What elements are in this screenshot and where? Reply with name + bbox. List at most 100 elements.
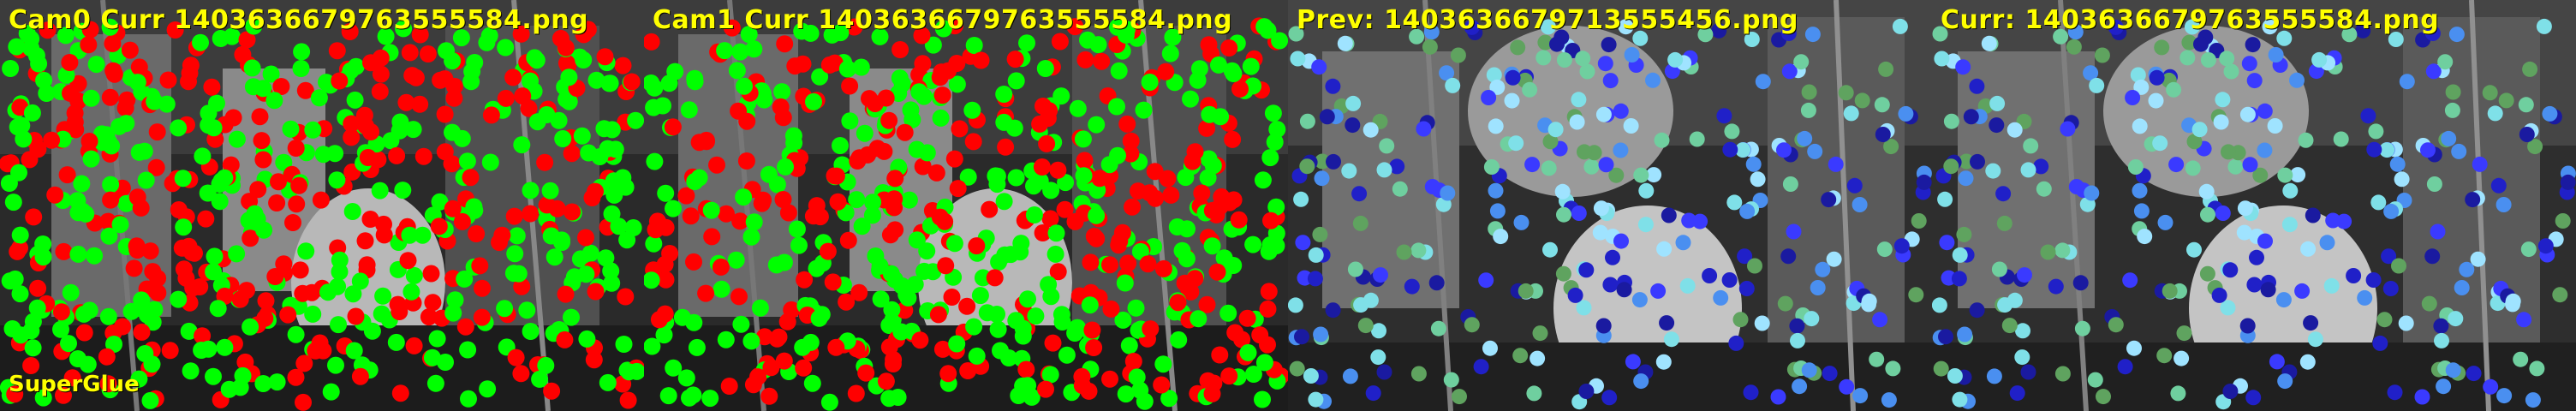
keypoint-marker: [1041, 102, 1058, 120]
keypoint-marker: [401, 44, 419, 62]
feature-points-layer: [0, 17, 644, 411]
keypoint-marker: [426, 374, 444, 392]
keypoint-marker: [948, 75, 966, 93]
keypoint-marker: [1488, 118, 1504, 134]
keypoint-marker: [395, 20, 413, 38]
keypoint-marker: [275, 153, 293, 171]
keypoint-marker: [372, 65, 390, 83]
keypoint-marker: [363, 322, 381, 340]
keypoint-marker: [2200, 206, 2215, 223]
keypoint-marker: [795, 359, 813, 377]
keypoint-marker: [2066, 39, 2082, 55]
keypoint-marker: [826, 54, 844, 72]
keypoint-marker: [22, 357, 40, 374]
keypoint-marker: [1452, 389, 1467, 405]
keypoint-marker: [170, 290, 188, 308]
keypoint-marker: [2020, 364, 2036, 380]
keypoint-marker: [1482, 340, 1498, 356]
keypoint-marker: [1537, 34, 1553, 51]
keypoint-marker: [537, 356, 555, 374]
keypoint-marker: [510, 265, 528, 283]
keypoint-marker: [1726, 194, 1743, 211]
keypoint-marker: [560, 68, 578, 86]
keypoint-marker: [708, 156, 725, 174]
keypoint-marker: [513, 136, 531, 154]
keypoint-marker: [1293, 191, 1309, 207]
keypoint-marker: [121, 41, 139, 59]
keypoint-marker: [542, 227, 560, 245]
keypoint-marker: [1810, 280, 1826, 295]
keypoint-marker: [2434, 332, 2449, 348]
keypoint-marker: [2252, 167, 2269, 183]
keypoint-marker: [2282, 182, 2299, 199]
keypoint-marker: [1088, 116, 1106, 134]
keypoint-marker: [1747, 258, 1762, 274]
keypoint-marker: [1290, 51, 1306, 67]
keypoint-marker: [1659, 315, 1675, 331]
keypoint-marker: [170, 201, 188, 218]
keypoint-marker: [768, 330, 786, 348]
keypoint-marker: [2268, 47, 2284, 63]
keypoint-marker: [130, 370, 148, 388]
keypoint-marker: [2033, 158, 2049, 175]
keypoint-marker: [344, 285, 362, 303]
keypoint-marker: [328, 42, 346, 60]
keypoint-marker: [436, 70, 454, 88]
keypoint-marker: [114, 318, 131, 336]
keypoint-marker: [1430, 320, 1446, 337]
keypoint-marker: [731, 212, 749, 230]
keypoint-marker: [9, 242, 27, 260]
keypoint-marker: [1341, 163, 1357, 179]
keypoint-marker: [34, 235, 52, 253]
keypoint-marker: [444, 304, 462, 322]
keypoint-marker: [2083, 65, 2099, 81]
keypoint-marker: [497, 89, 515, 107]
keypoint-marker: [1037, 380, 1054, 398]
keypoint-marker: [1943, 158, 1959, 175]
keypoint-marker: [963, 101, 981, 119]
keypoint-marker: [102, 191, 120, 209]
keypoint-marker: [924, 36, 942, 54]
keypoint-marker: [2505, 293, 2521, 309]
keypoint-marker: [1371, 323, 1386, 339]
keypoint-marker: [1535, 50, 1552, 66]
keypoint-marker: [2149, 69, 2165, 86]
keypoint-marker: [38, 85, 56, 102]
keypoint-marker: [133, 323, 151, 341]
keypoint-marker: [602, 262, 620, 280]
keypoint-marker: [1792, 378, 1808, 395]
keypoint-marker: [1052, 306, 1070, 324]
keypoint-marker: [931, 208, 949, 226]
keypoint-marker: [1337, 35, 1353, 51]
keypoint-marker: [430, 217, 448, 235]
keypoint-marker: [2420, 142, 2436, 158]
keypoint-marker: [1162, 186, 1180, 204]
keypoint-marker: [914, 55, 932, 73]
keypoint-marker: [329, 277, 347, 295]
keypoint-marker: [1937, 191, 1953, 207]
keypoint-marker: [760, 165, 778, 183]
keypoint-marker: [884, 355, 902, 372]
keypoint-marker: [161, 342, 179, 360]
keypoint-marker: [1117, 26, 1135, 44]
keypoint-marker: [880, 390, 898, 408]
keypoint-marker: [803, 374, 821, 392]
keypoint-marker: [1513, 214, 1530, 230]
keypoint-marker: [39, 21, 57, 39]
keypoint-marker: [1721, 272, 1738, 288]
keypoint-marker: [63, 369, 81, 387]
keypoint-marker: [228, 245, 246, 263]
keypoint-marker: [829, 193, 847, 211]
keypoint-marker: [965, 318, 983, 336]
keypoint-marker: [1345, 117, 1361, 134]
keypoint-marker: [727, 251, 745, 269]
keypoint-marker: [1315, 153, 1331, 170]
keypoint-marker: [1311, 59, 1327, 75]
keypoint-marker: [2290, 167, 2306, 183]
keypoint-marker: [1821, 192, 1837, 208]
keypoint-marker: [468, 225, 486, 242]
keypoint-marker: [459, 341, 477, 359]
keypoint-marker: [1081, 296, 1099, 314]
keypoint-marker: [731, 43, 749, 61]
keypoint-marker: [1295, 235, 1311, 251]
